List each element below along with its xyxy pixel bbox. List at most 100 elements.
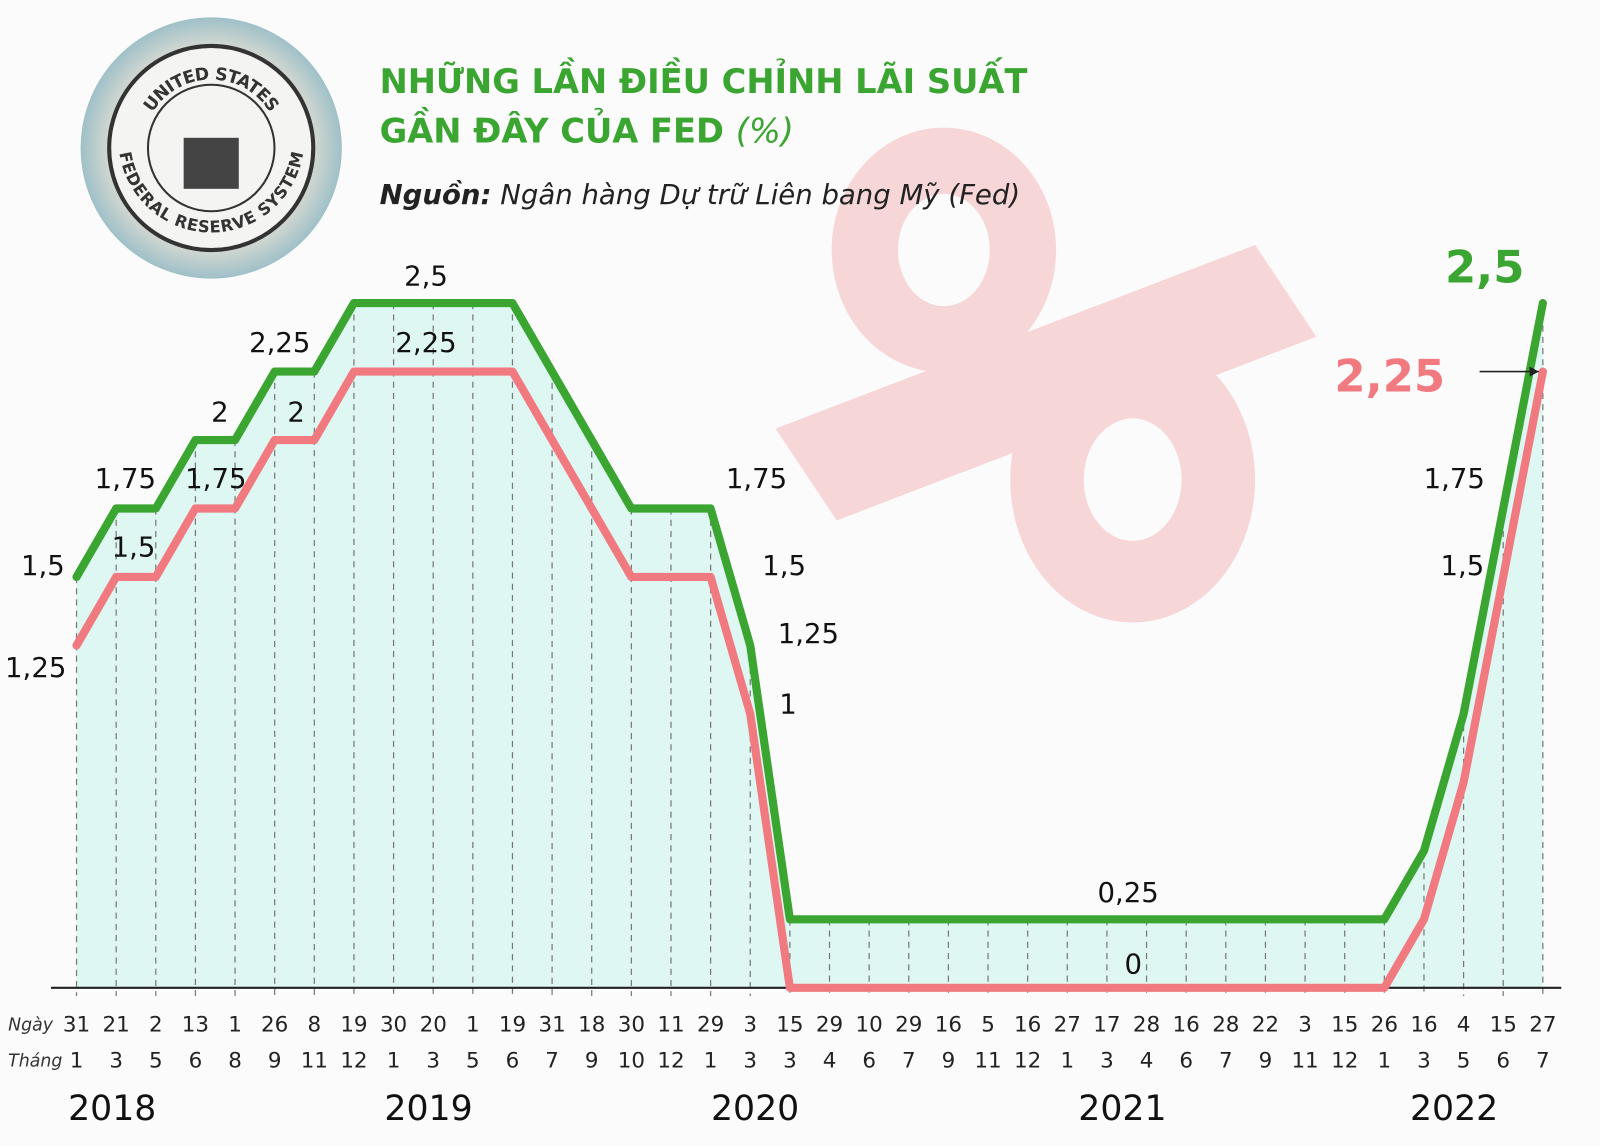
x-tick-day: 19: [340, 1013, 367, 1038]
x-tick-day: 31: [63, 1013, 90, 1038]
x-tick-day: 27: [1054, 1013, 1081, 1038]
x-tick-month: 3: [1100, 1048, 1114, 1073]
x-tick-month: 1: [1378, 1048, 1392, 1073]
x-tick-day: 26: [1371, 1013, 1398, 1038]
x-tick-day: 3: [1298, 1013, 1312, 1038]
year-label: 2022: [1410, 1089, 1498, 1129]
value-label: 1,25: [5, 652, 66, 684]
x-tick-day: 20: [420, 1013, 447, 1038]
source: Ngân hàng Dự trữ Liên bang Mỹ (Fed): [500, 179, 1020, 211]
x-tick-day: 15: [776, 1013, 803, 1038]
seal-shield: [183, 137, 239, 189]
x-tick-month: 11: [1291, 1048, 1318, 1073]
x-tick-day: 10: [856, 1013, 883, 1038]
x-tick-month: 11: [974, 1048, 1001, 1073]
x-tick-month: 12: [1331, 1048, 1358, 1073]
x-tick-month: 3: [783, 1048, 797, 1073]
percent-decoration: [775, 127, 1317, 623]
value-label: 1,5: [112, 531, 156, 563]
x-tick-month: 3: [109, 1048, 123, 1073]
value-label: 2,25: [395, 327, 456, 359]
value-label: 1,75: [1424, 463, 1485, 495]
year-label: 2021: [1078, 1089, 1166, 1129]
value-label: 1,5: [21, 550, 65, 582]
x-tick-month: 12: [340, 1048, 367, 1073]
x-tick-month: 3: [426, 1048, 440, 1073]
x-tick-month: 6: [862, 1048, 876, 1073]
x-tick-day: 21: [103, 1013, 130, 1038]
x-tick-day: 29: [895, 1013, 922, 1038]
value-label: 2,5: [404, 261, 448, 293]
x-tick-day: 2: [149, 1013, 163, 1038]
x-tick-month: 7: [545, 1048, 559, 1073]
x-tick-day: 4: [1457, 1013, 1471, 1038]
arrow-head: [1529, 366, 1539, 377]
series-line: [72, 299, 1547, 924]
value-label: 1,25: [778, 618, 839, 650]
x-tick-day: 30: [380, 1013, 407, 1038]
x-tick-day: 13: [182, 1013, 209, 1038]
title-line: GẦN ĐÂY CỦA FED (%): [380, 106, 794, 150]
x-tick-day: 16: [1173, 1013, 1200, 1038]
x-tick-month: 12: [657, 1048, 684, 1073]
x-tick-month: 1: [704, 1048, 718, 1073]
x-tick-day: 1: [466, 1013, 480, 1038]
x-tick-day: 3: [743, 1013, 757, 1038]
day-row-label: Ngày: [8, 1016, 54, 1036]
value-label: 0,25: [1098, 877, 1159, 909]
x-tick-month: 3: [1417, 1048, 1431, 1073]
value-label: 2: [287, 397, 305, 429]
x-tick-day: 18: [578, 1013, 605, 1038]
x-tick-month: 7: [902, 1048, 916, 1073]
seal-inner: [146, 83, 276, 213]
x-tick-day: 1: [228, 1013, 242, 1038]
x-tick-month: 8: [228, 1048, 242, 1073]
value-label: 0: [1125, 948, 1143, 980]
x-tick-day: 29: [697, 1013, 724, 1038]
x-tick-month: 6: [506, 1048, 520, 1073]
year-label: 2019: [384, 1089, 472, 1129]
x-tick-day: 15: [1490, 1013, 1517, 1038]
x-tick-day: 5: [981, 1013, 995, 1038]
x-tick-day: 22: [1252, 1013, 1279, 1038]
x-tick-month: 12: [1014, 1048, 1041, 1073]
x-tick-month: 3: [743, 1048, 757, 1073]
value-label: 1,5: [1441, 550, 1485, 582]
value-label: 1,75: [95, 463, 156, 495]
x-tick-day: 30: [618, 1013, 645, 1038]
x-tick-month: 7: [1536, 1048, 1550, 1073]
source-label: Nguồn:: [380, 178, 492, 211]
value-label: 2: [211, 397, 229, 429]
x-tick-month: 11: [301, 1048, 328, 1073]
x-tick-day: 16: [1410, 1013, 1437, 1038]
x-tick-month: 9: [1259, 1048, 1273, 1073]
year-label: 2020: [711, 1089, 799, 1129]
x-tick-month: 5: [1457, 1048, 1471, 1073]
year-label: 2018: [68, 1089, 156, 1129]
month-row-label: Tháng: [8, 1051, 62, 1071]
x-tick-month: 1: [70, 1048, 84, 1073]
title-text: GẦN ĐÂY CỦA FED: [380, 106, 724, 150]
x-tick-month: 4: [1140, 1048, 1154, 1073]
x-tick-day: 11: [657, 1013, 684, 1038]
unit: (%): [736, 111, 794, 150]
x-tick-month: 4: [823, 1048, 837, 1073]
x-tick-month: 6: [189, 1048, 203, 1073]
x-tick-day: 15: [1331, 1013, 1358, 1038]
area-fill: [76, 303, 1543, 988]
x-tick-month: 9: [268, 1048, 282, 1073]
source-line: Nguồn: Ngân hàng Dự trữ Liên bang Mỹ (Fe…: [380, 178, 1021, 211]
x-tick-day: 27: [1529, 1013, 1556, 1038]
x-tick-day: 17: [1093, 1013, 1120, 1038]
x-tick-day: 26: [261, 1013, 288, 1038]
x-tick-day: 8: [308, 1013, 322, 1038]
x-tick-month: 6: [1496, 1048, 1510, 1073]
title-line: NHỮNG LẦN ĐIỀU CHỈNH LÃI SUẤT: [380, 57, 1028, 101]
x-tick-month: 1: [1060, 1048, 1074, 1073]
x-tick-day: 16: [1014, 1013, 1041, 1038]
series-line: [72, 367, 1547, 992]
value-label: 1,75: [185, 463, 246, 495]
x-tick-month: 5: [466, 1048, 480, 1073]
